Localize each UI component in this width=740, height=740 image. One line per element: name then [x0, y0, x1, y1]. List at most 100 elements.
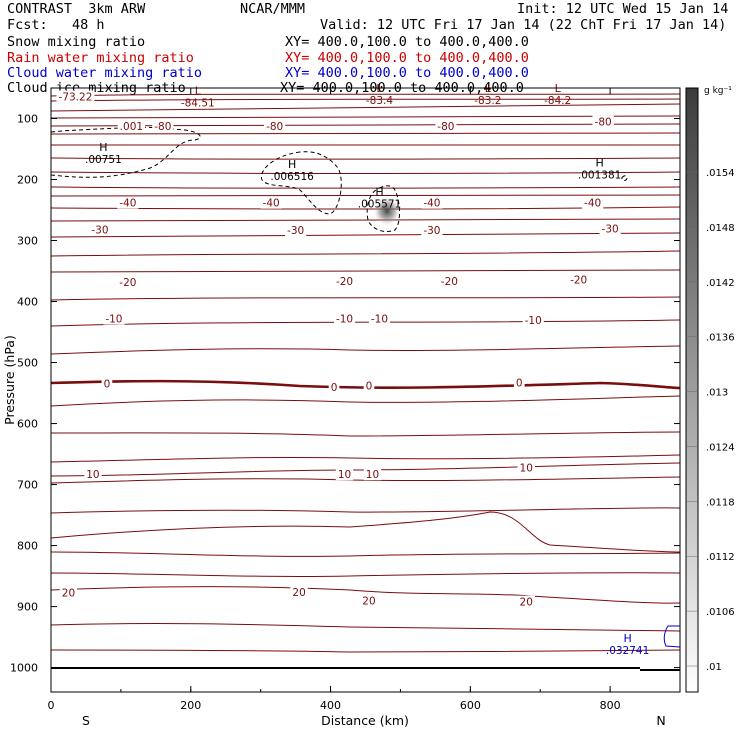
x-tick-label: 800 — [600, 699, 621, 712]
contour-label: 10 — [338, 469, 351, 481]
contour-label: -10 — [525, 315, 542, 327]
contour-label-bg — [517, 595, 535, 608]
contour-label-bg — [117, 276, 139, 289]
y-tick-label: 200 — [17, 174, 38, 187]
y-tick-label: 100 — [17, 113, 38, 126]
x-tick-label: 400 — [320, 699, 341, 712]
contour-label: -10 — [105, 314, 122, 326]
y-tick-label: 500 — [17, 357, 38, 370]
contour-label: -30 — [287, 225, 304, 237]
contour-line-zero — [51, 379, 680, 390]
contour-label: -40 — [263, 198, 280, 210]
header-init: Init: 12 UTC Wed 15 Jan 14 — [517, 1, 729, 17]
contour-line — [51, 123, 680, 127]
colorbar-scale — [685, 87, 699, 693]
contour-label-bg — [599, 222, 621, 235]
contour-line — [51, 186, 680, 189]
field-xy-rain: XY= 400.0,100.0 to 400.0,400.0 — [285, 50, 529, 66]
contour-label-bg — [101, 377, 113, 390]
colorbar: .0154 .0148 .0142 .0136 .013 .0124 .0118 .0112.… — [685, 87, 735, 693]
contour-label-bg — [360, 594, 378, 607]
contour-line — [51, 572, 680, 577]
contour-line — [51, 171, 680, 174]
field-name-snow: Snow mixing ratio — [7, 34, 146, 50]
extremum-value: .006516 — [270, 171, 314, 183]
contour-label: -20 — [441, 276, 458, 288]
dashed-contour — [366, 185, 400, 233]
colorbar-label: .0118 — [706, 497, 735, 508]
contour-line — [51, 250, 680, 257]
header-valid: Valid: 12 UTC Fri 17 Jan 14 (22 ChT Fri … — [320, 17, 727, 33]
contour-label-bg — [103, 312, 125, 325]
colorbar-label: .01 — [706, 662, 722, 673]
extremum-value: .00751 — [85, 154, 122, 166]
contour-label: -10 — [371, 314, 388, 326]
y-tick-label: 700 — [17, 479, 38, 492]
extremum-marker: H — [99, 141, 107, 154]
contour-label-bg — [260, 196, 282, 209]
contour-label-bg — [59, 586, 78, 599]
field-name-rain: Rain water mixing ratio — [7, 50, 194, 66]
cloud-ice-max-shading — [374, 197, 400, 225]
extremum-marker: H — [375, 186, 383, 199]
contour-label: 10 — [520, 462, 533, 474]
contour-label-bg — [56, 90, 95, 103]
dashed-contour — [260, 151, 342, 215]
y-tick-label: 600 — [17, 418, 38, 431]
contour-label: -20 — [336, 276, 353, 288]
colorbar-label: .0154 — [706, 168, 735, 179]
cloud-ice-contours — [51, 126, 628, 233]
x-axis-label: Distance (km) — [321, 713, 409, 728]
contour-label: -20 — [570, 275, 587, 287]
contour-label: 0 — [104, 378, 111, 390]
contour-label-bg — [84, 468, 102, 481]
contour-line — [51, 649, 680, 653]
contour-line — [51, 115, 680, 119]
y-tick-label: 900 — [17, 601, 38, 614]
contour-line — [51, 319, 680, 327]
contour-label: -80 — [266, 121, 283, 133]
contour-line — [51, 395, 680, 407]
contour-label: 0 — [366, 381, 373, 393]
contour-label: -40 — [584, 198, 601, 210]
field-xy-cloudwater: XY= 400.0,100.0 to 400.0,400.0 — [285, 65, 529, 81]
contour-line — [51, 345, 680, 355]
extremum-value: -83.4 — [366, 95, 393, 107]
contour-label: 20 — [62, 588, 75, 600]
contour-line — [51, 454, 680, 463]
header-org: NCAR/MMM — [240, 1, 306, 17]
contour-label: -73.22 — [59, 92, 93, 104]
contour-label-bg — [290, 585, 308, 598]
contour-label-bg — [517, 461, 535, 474]
y-axis-label: Pressure (hPa) — [2, 335, 17, 425]
contour-label-bg — [421, 224, 443, 237]
dashed-contour — [621, 175, 628, 181]
contour-line — [51, 431, 680, 437]
contour-label: 20 — [362, 595, 375, 607]
contour-label: -80 — [595, 117, 612, 129]
dashed-contour — [51, 126, 201, 178]
contour-line — [51, 132, 680, 135]
contour-label-bg — [368, 312, 391, 325]
extremum-value: .001381 — [578, 169, 621, 181]
contour-label: 20 — [520, 597, 533, 609]
endpoint-label-right: N — [656, 713, 665, 728]
contour-label: 20 — [292, 587, 305, 599]
contour-label-bg — [363, 468, 382, 481]
colorbar-label: .0136 — [706, 333, 735, 344]
contour-label-bg — [522, 313, 544, 326]
extremum-marker: L — [195, 84, 202, 97]
contour-label-bg — [333, 274, 356, 287]
contour-label-bg — [438, 274, 460, 287]
extremum-marker: H — [288, 158, 296, 171]
extremum-value: .032741 — [606, 645, 649, 657]
header-title: CONTRAST 3km ARW — [7, 1, 146, 17]
contour-line — [51, 623, 680, 632]
contour-label-bg — [513, 376, 525, 389]
contour-label-bg — [117, 119, 146, 132]
temperature-contours — [51, 93, 680, 653]
contour-label: -30 — [423, 225, 440, 237]
field-xy-snow: XY= 400.0,100.0 to 400.0,400.0 — [285, 34, 529, 50]
cloud-water-contour — [663, 625, 681, 648]
contour-line — [51, 157, 680, 160]
